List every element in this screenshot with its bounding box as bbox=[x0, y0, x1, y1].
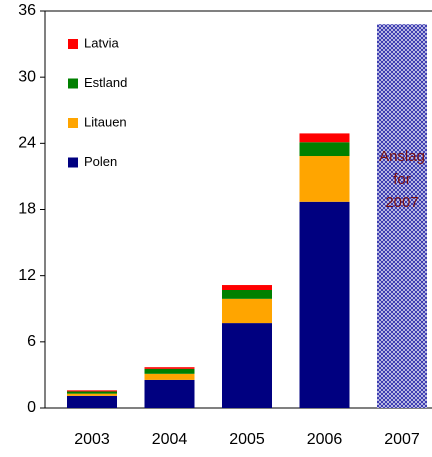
bar-segment bbox=[222, 290, 272, 299]
bar-segment bbox=[144, 379, 195, 408]
x-tick-label: 2005 bbox=[229, 431, 265, 448]
y-tick-label: 24 bbox=[18, 135, 36, 152]
x-tick-label: 2003 bbox=[74, 431, 110, 448]
y-tick-label: 36 bbox=[18, 2, 36, 19]
annotation-text: Anslag bbox=[379, 148, 425, 165]
legend-swatch bbox=[68, 157, 78, 168]
bar-segment bbox=[299, 142, 350, 157]
bar-segment bbox=[67, 395, 117, 408]
bar-segment bbox=[299, 156, 350, 202]
y-tick-label: 0 bbox=[27, 399, 36, 416]
bar-segment bbox=[299, 201, 350, 408]
legend-label: Latvia bbox=[84, 35, 119, 50]
annotation-text: for bbox=[393, 171, 411, 188]
x-tick-label: 2004 bbox=[152, 431, 188, 448]
bar-segment bbox=[222, 285, 272, 291]
y-tick-label: 30 bbox=[18, 68, 36, 85]
bar-segment bbox=[144, 373, 195, 380]
legend-swatch bbox=[68, 118, 78, 128]
bar-segment bbox=[299, 133, 350, 143]
bar-segment bbox=[222, 298, 272, 324]
y-tick-label: 12 bbox=[18, 267, 36, 284]
bar-segment bbox=[144, 367, 195, 369]
bar-segment bbox=[67, 393, 117, 396]
x-tick-label: 2007 bbox=[384, 431, 420, 448]
y-tick-label: 18 bbox=[18, 201, 36, 218]
legend-label: Polen bbox=[84, 154, 117, 169]
allocation-bar bbox=[377, 24, 427, 408]
annotation-text: 2007 bbox=[385, 194, 418, 211]
legend-swatch bbox=[68, 78, 78, 89]
bar-segment bbox=[222, 323, 272, 408]
x-tick-label: 2006 bbox=[307, 431, 343, 448]
legend-label: Estland bbox=[84, 75, 127, 90]
y-tick-label: 6 bbox=[27, 333, 36, 350]
bar-segment bbox=[67, 390, 117, 392]
bar-segment bbox=[67, 391, 117, 394]
legend-swatch bbox=[68, 39, 78, 49]
legend-label: Litauen bbox=[84, 114, 127, 129]
bar-segment bbox=[144, 368, 195, 374]
